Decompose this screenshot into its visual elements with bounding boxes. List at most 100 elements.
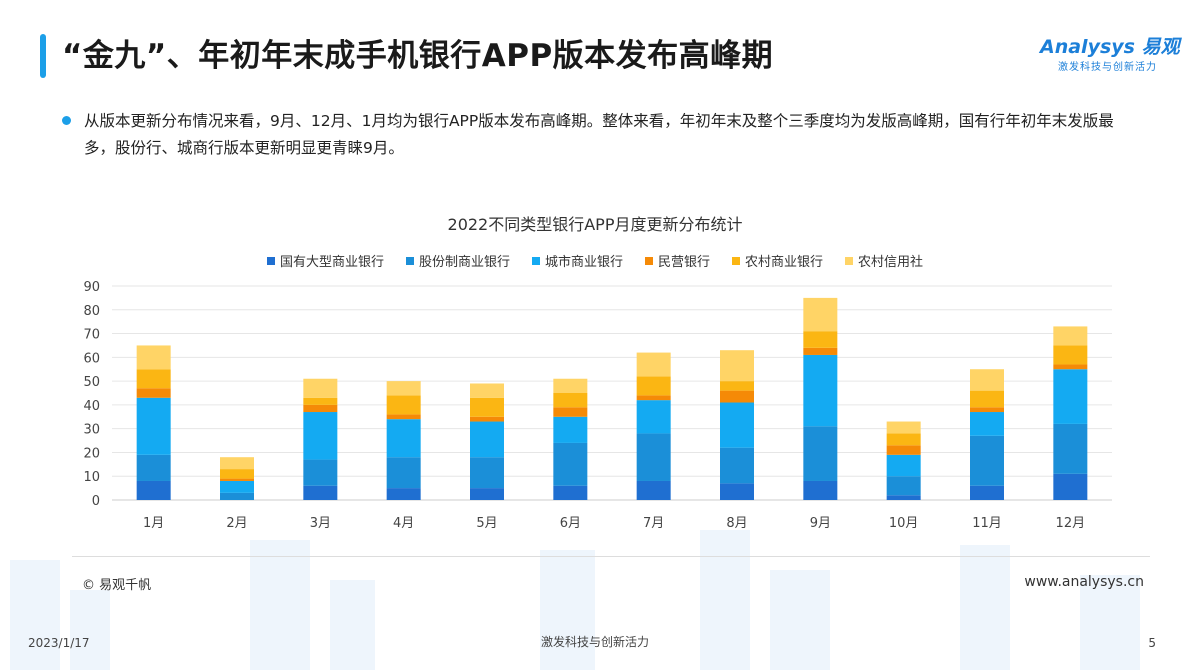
bar-segment bbox=[303, 412, 338, 460]
y-tick-label: 30 bbox=[83, 423, 100, 438]
bar-segment bbox=[1053, 364, 1088, 370]
bar-segment bbox=[220, 457, 254, 470]
legend-swatch bbox=[845, 256, 854, 265]
bar-segment bbox=[970, 435, 1004, 486]
bar-segment bbox=[636, 352, 671, 377]
y-tick-label: 20 bbox=[83, 446, 100, 461]
bar-segment bbox=[470, 488, 504, 500]
x-tick-label: 9月 bbox=[810, 516, 831, 531]
bar-segment bbox=[720, 381, 754, 391]
bar-segment bbox=[136, 480, 171, 500]
legend-item: 民营银行 bbox=[645, 251, 710, 270]
x-tick-label: 4月 bbox=[393, 516, 414, 531]
bar-segment bbox=[136, 345, 171, 370]
bar-segment bbox=[803, 426, 838, 481]
legend-label: 城市商业银行 bbox=[544, 255, 623, 270]
legend-item: 股份制商业银行 bbox=[405, 251, 510, 270]
bar-segment bbox=[720, 447, 754, 484]
bar-segment bbox=[386, 381, 421, 396]
bar-segment bbox=[803, 347, 838, 355]
bar-segment bbox=[220, 492, 254, 500]
bar-segment bbox=[303, 485, 338, 500]
legend-swatch bbox=[531, 256, 540, 265]
x-tick-label: 3月 bbox=[310, 516, 331, 531]
y-tick-label: 40 bbox=[83, 399, 100, 414]
x-tick-label: 6月 bbox=[560, 516, 581, 531]
bar-segment bbox=[803, 297, 838, 332]
bar-segment bbox=[636, 480, 671, 500]
bar-segment bbox=[1053, 423, 1088, 474]
summary-text: 从版本更新分布情况来看，9月、12月、1月均为银行APP版本发布高峰期。整体来看… bbox=[84, 112, 1114, 157]
legend-label: 国有大型商业银行 bbox=[279, 255, 384, 270]
bar-segment bbox=[553, 393, 588, 408]
logo-tagline: 激发科技与创新活力 bbox=[1058, 62, 1157, 73]
x-tick-label: 7月 bbox=[643, 516, 664, 531]
bar-segment bbox=[386, 488, 421, 500]
y-tick-label: 60 bbox=[83, 351, 100, 366]
x-tick-label: 12月 bbox=[1056, 516, 1086, 531]
legend-item: 农村商业银行 bbox=[732, 251, 823, 270]
bar-segment bbox=[720, 402, 754, 448]
bar-segment bbox=[553, 378, 588, 393]
legend-label: 民营银行 bbox=[658, 255, 711, 270]
legend-label: 股份制商业银行 bbox=[418, 255, 510, 270]
brand-logo: Analysys 易观 激发科技与创新活力 bbox=[1040, 32, 1180, 76]
bar-segment bbox=[136, 388, 171, 398]
legend-item: 城市商业银行 bbox=[531, 251, 623, 270]
bar-segment bbox=[553, 407, 588, 417]
bar-segment bbox=[136, 369, 171, 389]
legend-swatch bbox=[732, 256, 741, 265]
stacked-bar-chart: 0 10 20 30 40 50 60 70 80 90 1月 2月 3月 4月 5月 6月 7月 8月 9月 10月… bbox=[83, 280, 1112, 531]
y-tick-label: 90 bbox=[83, 280, 100, 295]
bar-segment bbox=[1053, 473, 1088, 500]
bar-segment bbox=[803, 354, 838, 427]
x-tick-label: 1月 bbox=[143, 516, 164, 531]
bar-segment bbox=[636, 395, 671, 401]
report-date: 2023/1/17 bbox=[28, 636, 90, 650]
website-link[interactable]: www.analysys.cn bbox=[1024, 574, 1144, 590]
logo-text: Analysys 易观 bbox=[1040, 36, 1180, 58]
x-tick-label: 11月 bbox=[972, 516, 1002, 531]
bar-segment bbox=[970, 485, 1004, 500]
bar-segment bbox=[886, 433, 921, 446]
bar-segment bbox=[636, 376, 671, 396]
bar-segment bbox=[1053, 369, 1088, 424]
bar-segment bbox=[803, 480, 838, 500]
background-cityscape bbox=[10, 530, 1140, 670]
bar-segment bbox=[386, 395, 421, 415]
bar-segment bbox=[220, 469, 254, 479]
bar-segment bbox=[1053, 326, 1088, 346]
legend-swatch bbox=[405, 256, 414, 265]
bar-segment bbox=[470, 421, 504, 458]
bar-segment bbox=[136, 454, 171, 481]
bar-segment bbox=[553, 416, 588, 443]
bar-segment bbox=[553, 442, 588, 486]
page-number: 5 bbox=[1148, 636, 1156, 650]
legend-swatch bbox=[266, 256, 275, 265]
bar-segment bbox=[470, 397, 504, 417]
bar-segment bbox=[970, 369, 1004, 391]
bar-segment bbox=[886, 445, 921, 455]
legend-item: 国有大型商业银行 bbox=[266, 251, 384, 270]
x-tick-label: 10月 bbox=[889, 516, 919, 531]
chart-title: 2022不同类型银行APP月度更新分布统计 bbox=[447, 215, 743, 234]
bar-segment bbox=[220, 478, 254, 481]
footer-slogan: 激发科技与创新活力 bbox=[540, 635, 649, 649]
bar-segment bbox=[970, 407, 1004, 413]
bar-segment bbox=[303, 404, 338, 413]
bar-segment bbox=[303, 459, 338, 486]
legend-label: 农村商业银行 bbox=[745, 255, 824, 270]
legend-swatch bbox=[645, 256, 653, 265]
bar-segment bbox=[220, 480, 254, 493]
y-tick-label: 10 bbox=[83, 470, 100, 485]
bar-segment bbox=[636, 400, 671, 434]
bar-segment bbox=[636, 433, 671, 481]
bar-segment bbox=[303, 397, 338, 405]
bar-segment bbox=[386, 414, 421, 420]
bar-segment bbox=[720, 390, 754, 403]
bar-segment bbox=[553, 485, 588, 500]
y-tick-label: 70 bbox=[83, 328, 100, 343]
bar-segment bbox=[720, 483, 754, 500]
legend-item: 农村信用社 bbox=[845, 251, 923, 270]
y-tick-label: 0 bbox=[92, 494, 100, 509]
